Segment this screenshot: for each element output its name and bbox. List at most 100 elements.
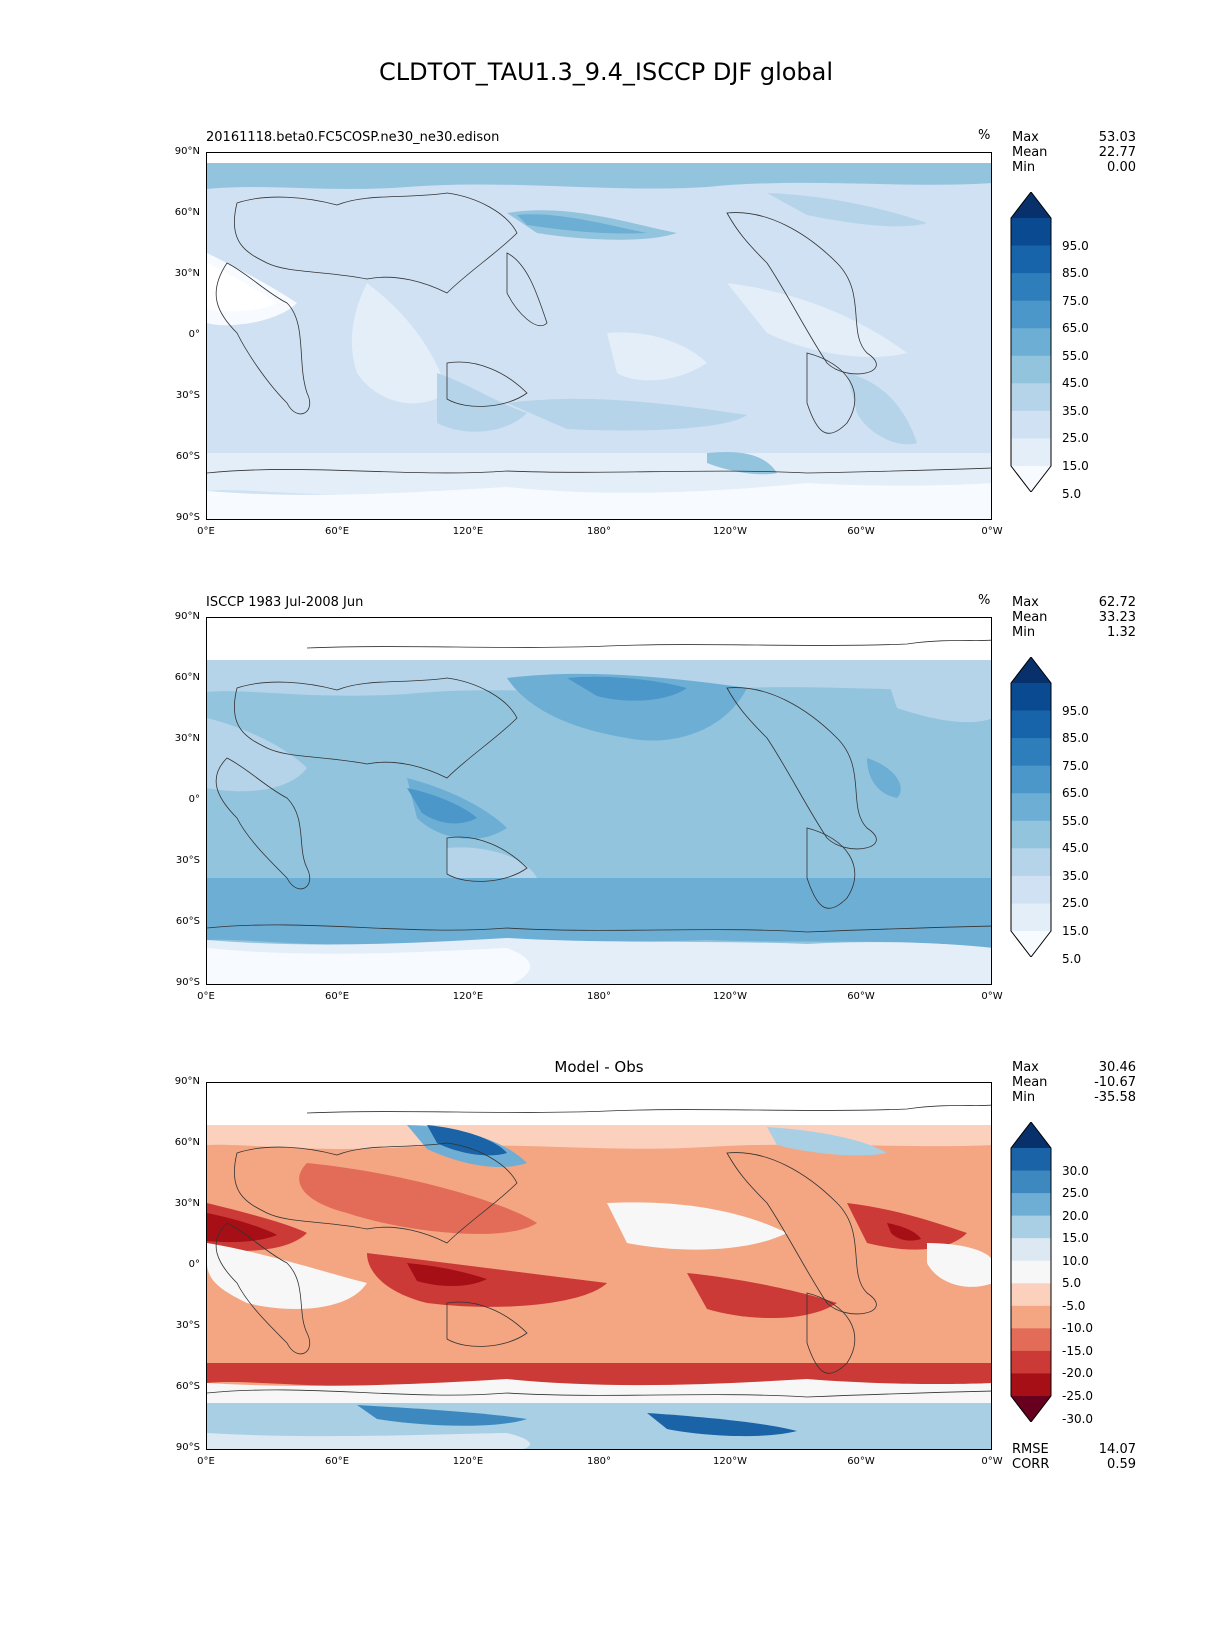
panel-title: 20161118.beta0.FC5COSP.ne30_ne30.edison bbox=[206, 130, 500, 145]
stat-label: Max bbox=[1012, 1060, 1039, 1075]
colorbar-extend-top bbox=[1011, 1122, 1051, 1148]
x-tick-label: 120°W bbox=[713, 526, 747, 537]
stat-label: Mean bbox=[1012, 145, 1048, 160]
colorbar: 95.0 85.0 75.0 65.0 55.0 45.0 35.0 25.0 15.0 5.0 bbox=[1010, 657, 1110, 966]
colorbar-tick-label: -30.0 bbox=[1062, 1411, 1094, 1426]
colorbar-segment bbox=[1011, 1283, 1051, 1307]
colorbar-segment bbox=[1011, 218, 1051, 247]
colorbar-tick-label: 5.0 bbox=[1062, 951, 1082, 966]
x-tick-label: 60°W bbox=[847, 526, 875, 537]
colorbar-tick-label: 25.0 bbox=[1062, 1186, 1089, 1201]
colorbar-segment bbox=[1011, 793, 1051, 822]
stat-value: 14.07 bbox=[1098, 1442, 1136, 1457]
contour-map-diff bbox=[207, 1083, 991, 1449]
stat-value: 33.23 bbox=[1098, 610, 1136, 625]
stat-value: 0.59 bbox=[1107, 1457, 1136, 1472]
colorbar-tick-label: 75.0 bbox=[1062, 758, 1089, 773]
x-tick-label: 60°E bbox=[324, 526, 350, 537]
colorbar-segment bbox=[1011, 1193, 1051, 1217]
y-tick-label: 60°S bbox=[175, 916, 200, 927]
colorbar-blues bbox=[1010, 192, 1052, 492]
colorbar-tick-label: 65.0 bbox=[1062, 321, 1089, 336]
colorbar-outline bbox=[1010, 192, 1052, 492]
colorbar-segment bbox=[1011, 1350, 1051, 1374]
colorbar-tick-label: 5.0 bbox=[1062, 1276, 1082, 1291]
colorbar-tick-label: 25.0 bbox=[1062, 431, 1089, 446]
x-tick-label: 0°W bbox=[981, 526, 1003, 537]
colorbar-tick-label: 35.0 bbox=[1062, 403, 1089, 418]
colorbar-segment bbox=[1011, 1328, 1051, 1352]
y-tick-label: 30°N bbox=[174, 1198, 200, 1209]
y-tick-label: 90°S bbox=[175, 512, 200, 523]
map-obs bbox=[206, 617, 992, 985]
panel-diff: Model - Obs Max 30.46 Mean -10.67 Min -35.5… bbox=[0, 1058, 1212, 1520]
panel-model: 20161118.beta0.FC5COSP.ne30_ne30.edison … bbox=[0, 128, 1212, 590]
colorbar-diverging bbox=[1010, 1122, 1052, 1422]
colorbar: 95.0 85.0 75.0 65.0 55.0 45.0 35.0 25.0 15.0 5.0 bbox=[1010, 192, 1110, 501]
x-tick-label: 0°W bbox=[981, 1456, 1003, 1467]
colorbar-extend-top bbox=[1011, 192, 1051, 218]
colorbar-tick-label: 65.0 bbox=[1062, 786, 1089, 801]
x-axis: 0°E 60°E 120°E 180° 120°W 60°W 0°W bbox=[197, 1456, 1002, 1476]
y-tick-label: 90°S bbox=[175, 977, 200, 988]
colorbar-tick-label: -20.0 bbox=[1062, 1366, 1094, 1381]
colorbar-tick-label: 75.0 bbox=[1062, 293, 1089, 308]
stat-value: 30.46 bbox=[1098, 1060, 1136, 1075]
colorbar-segment bbox=[1011, 1148, 1051, 1172]
colorbar-segment bbox=[1011, 328, 1051, 357]
x-axis: 0°E 60°E 120°E 180° 120°W 60°W 0°W bbox=[197, 526, 1002, 546]
stat-label: Max bbox=[1012, 595, 1039, 610]
stat-label: Min bbox=[1012, 160, 1036, 175]
colorbar-segment bbox=[1011, 1170, 1051, 1194]
colorbar-blues bbox=[1010, 657, 1052, 957]
y-tick-label: 60°N bbox=[174, 1137, 200, 1148]
y-tick-label: 90°N bbox=[174, 1076, 200, 1087]
colorbar-tick-label: -15.0 bbox=[1062, 1343, 1094, 1358]
panel-obs: ISCCP 1983 Jul-2008 Jun % Max 62.72 Mean 3… bbox=[0, 593, 1212, 1055]
x-axis: 0°E 60°E 120°E 180° 120°W 60°W 0°W bbox=[197, 991, 1002, 1011]
colorbar-tick-label: 45.0 bbox=[1062, 841, 1089, 856]
colorbar-tick-label: 85.0 bbox=[1062, 266, 1089, 281]
colorbar-outline bbox=[1010, 657, 1052, 957]
y-tick-label: 60°S bbox=[175, 1381, 200, 1392]
stat-label: Min bbox=[1012, 625, 1036, 640]
x-tick-label: 60°E bbox=[324, 1456, 350, 1467]
colorbar-segment bbox=[1011, 410, 1051, 439]
colorbar-tick-label: -5.0 bbox=[1062, 1298, 1086, 1313]
colorbar-segment bbox=[1011, 848, 1051, 877]
y-tick-label: 0° bbox=[188, 794, 200, 805]
colorbar-tick-label: -10.0 bbox=[1062, 1321, 1094, 1336]
x-tick-label: 180° bbox=[586, 991, 612, 1002]
colorbar-segment bbox=[1011, 1260, 1051, 1284]
colorbar-tick-label: 10.0 bbox=[1062, 1253, 1089, 1268]
x-tick-label: 120°E bbox=[452, 1456, 484, 1467]
stat-label: Mean bbox=[1012, 1075, 1048, 1090]
x-tick-label: 0°E bbox=[197, 1456, 215, 1467]
colorbar-tick-label: 15.0 bbox=[1062, 459, 1089, 473]
colorbar-segment bbox=[1011, 383, 1051, 412]
colorbar-tick-label: 45.0 bbox=[1062, 376, 1089, 391]
colorbar-tick-label: 55.0 bbox=[1062, 348, 1089, 363]
stat-value: 53.03 bbox=[1098, 130, 1136, 145]
x-tick-label: 0°E bbox=[197, 526, 215, 537]
x-tick-label: 60°W bbox=[847, 991, 875, 1002]
stats-box: Max 53.03 Mean 22.77 Min 0.00 bbox=[1012, 130, 1136, 175]
panel-title: ISCCP 1983 Jul-2008 Jun bbox=[206, 595, 364, 610]
colorbar-tick-label: 25.0 bbox=[1062, 896, 1089, 911]
colorbar-tick-label: 20.0 bbox=[1062, 1208, 1089, 1223]
y-tick-label: 60°S bbox=[175, 451, 200, 462]
colorbar-segment bbox=[1011, 710, 1051, 739]
colorbar-extend-top bbox=[1011, 657, 1051, 683]
colorbar-tick-label: -25.0 bbox=[1062, 1389, 1094, 1403]
colorbar-segment bbox=[1011, 1373, 1051, 1397]
x-tick-label: 0°W bbox=[981, 991, 1003, 1002]
colorbar-segment bbox=[1011, 355, 1051, 384]
map-diff bbox=[206, 1082, 992, 1450]
y-tick-label: 90°S bbox=[175, 1442, 200, 1453]
figure-title: CLDTOT_TAU1.3_9.4_ISCCP DJF global bbox=[378, 58, 834, 86]
y-axis: 90°N 60°N 30°N 0° 30°S 60°S 90°S bbox=[136, 146, 200, 523]
colorbar-tick-label: 30.0 bbox=[1062, 1163, 1089, 1178]
y-tick-label: 60°N bbox=[174, 672, 200, 683]
x-tick-label: 60°E bbox=[324, 991, 350, 1002]
y-tick-label: 90°N bbox=[174, 611, 200, 622]
